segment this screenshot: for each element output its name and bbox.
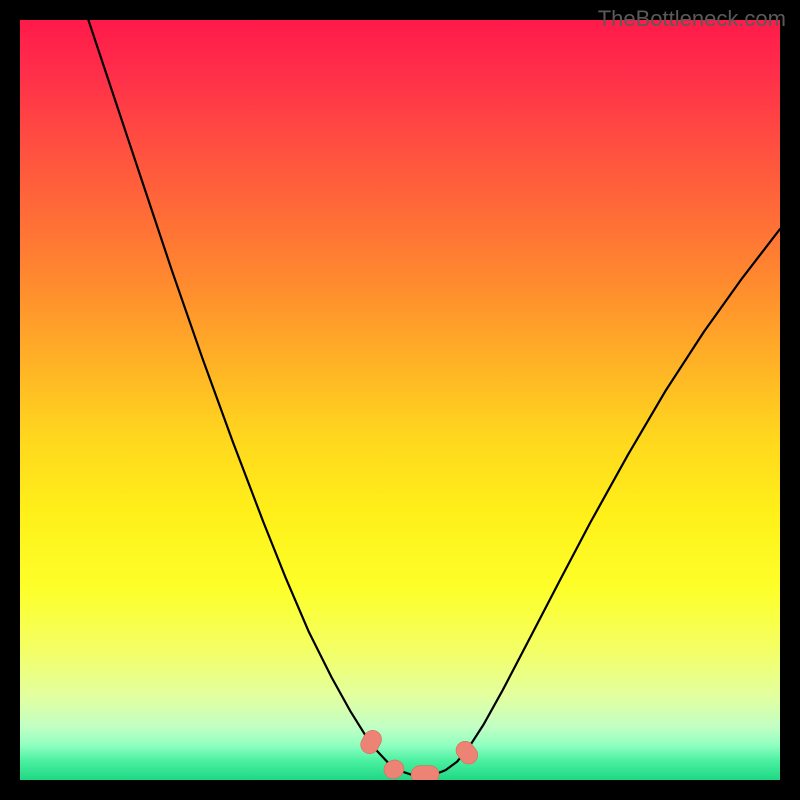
chart-svg <box>0 0 800 800</box>
plot-background <box>20 20 780 780</box>
watermark-text: TheBottleneck.com <box>598 6 786 32</box>
bottleneck-chart: TheBottleneck.com <box>0 0 800 800</box>
